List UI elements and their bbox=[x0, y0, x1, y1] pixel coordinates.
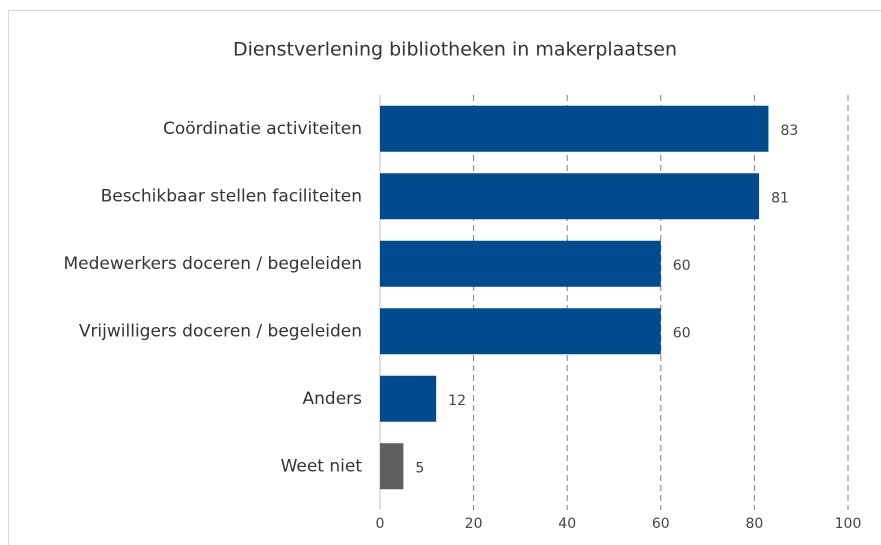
data-label: 83 bbox=[780, 123, 798, 139]
y-tick-label: Weet niet bbox=[281, 456, 363, 476]
data-label: 81 bbox=[771, 190, 789, 206]
x-tick-label: 0 bbox=[376, 516, 385, 532]
chart-title: Dienstverlening bibliotheken in makerpla… bbox=[233, 39, 677, 61]
y-tick-label: Beschikbaar stellen faciliteiten bbox=[101, 186, 362, 206]
data-label: 60 bbox=[673, 258, 691, 274]
data-label: 60 bbox=[673, 325, 691, 341]
bar bbox=[380, 173, 760, 220]
x-tick-label: 20 bbox=[465, 516, 483, 532]
bar bbox=[380, 443, 404, 490]
bar bbox=[380, 105, 769, 152]
x-tick-label: 60 bbox=[652, 516, 670, 532]
y-tick-label: Medewerkers doceren / begeleiden bbox=[64, 254, 363, 274]
y-tick-label: Anders bbox=[303, 389, 363, 409]
bar bbox=[380, 308, 661, 355]
x-tick-label: 100 bbox=[835, 516, 862, 532]
y-tick-label: Vrijwilligers doceren / begeleiden bbox=[79, 321, 362, 341]
x-tick-label: 40 bbox=[558, 516, 576, 532]
data-label: 12 bbox=[448, 393, 466, 409]
data-label: 5 bbox=[415, 460, 424, 476]
bar bbox=[380, 240, 661, 287]
x-tick-label: 80 bbox=[745, 516, 763, 532]
bar bbox=[380, 375, 437, 422]
y-tick-label: Coördinatie activiteiten bbox=[163, 119, 362, 139]
